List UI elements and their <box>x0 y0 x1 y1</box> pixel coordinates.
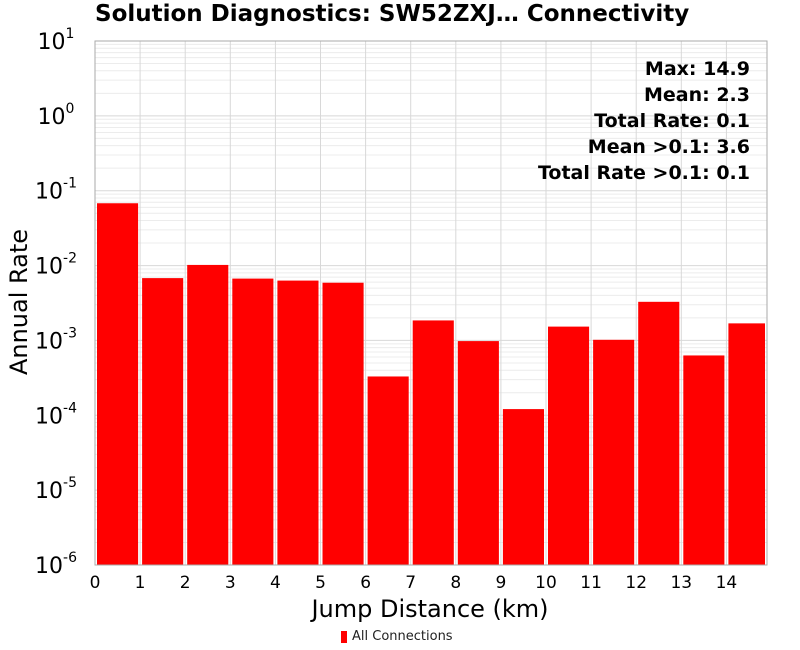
bar <box>142 278 184 565</box>
x-tick-label: 1 <box>135 573 146 593</box>
x-axis-label: Jump Distance (km) <box>309 595 548 623</box>
stat-annotation: Mean: 2.3 <box>644 84 750 106</box>
y-tick-label: 100 <box>38 101 75 130</box>
x-tick-label: 5 <box>315 573 326 593</box>
y-tick-label: 10-1 <box>35 176 77 205</box>
x-tick-label: 3 <box>225 573 236 593</box>
bar <box>683 355 725 565</box>
x-tick-label: 10 <box>535 573 557 593</box>
bar <box>728 323 765 565</box>
bar <box>322 282 364 565</box>
y-tick-label: 10-3 <box>35 325 77 354</box>
y-tick-label: 10-6 <box>35 550 77 579</box>
legend-swatch <box>341 630 347 643</box>
y-tick-label: 10-2 <box>35 251 77 280</box>
x-tick-label: 12 <box>625 573 647 593</box>
x-tick-label: 4 <box>270 573 281 593</box>
bar <box>97 203 139 565</box>
bar <box>367 376 409 565</box>
legend-label: All Connections <box>352 629 453 644</box>
y-axis-ticks: 10-6 10-5 10-4 10-3 10-2 10-1 100 101 <box>35 26 77 579</box>
x-tick-label: 6 <box>360 573 371 593</box>
chart-title: Solution Diagnostics: SW52ZXJ… Connectiv… <box>95 1 690 27</box>
stat-annotation: Mean >0.1: 3.6 <box>588 136 750 158</box>
x-tick-label: 9 <box>495 573 506 593</box>
x-tick-label: 2 <box>180 573 191 593</box>
bar <box>548 326 590 565</box>
stat-annotation: Max: 14.9 <box>645 58 750 80</box>
x-tick-label: 13 <box>670 573 692 593</box>
stats-annotations: Max: 14.9 Mean: 2.3 Total Rate: 0.1 Mean >0… <box>538 58 750 184</box>
stat-annotation: Total Rate >0.1: 0.1 <box>538 162 750 184</box>
bar <box>457 341 499 565</box>
bar <box>232 278 274 565</box>
bar <box>412 320 454 565</box>
x-tick-label: 0 <box>90 573 101 593</box>
bar <box>638 301 680 565</box>
y-tick-label: 10-5 <box>35 475 77 504</box>
x-tick-label: 11 <box>580 573 602 593</box>
x-tick-label: 8 <box>450 573 461 593</box>
bar <box>277 280 319 565</box>
x-tick-label: 7 <box>405 573 416 593</box>
bar <box>187 264 229 565</box>
y-tick-label: 101 <box>38 26 75 55</box>
stat-annotation: Total Rate: 0.1 <box>594 110 750 132</box>
legend: All Connections <box>341 629 453 644</box>
bar <box>593 339 635 565</box>
x-axis-ticks: 0 1 2 3 4 5 6 7 8 9 10 11 12 13 14 <box>90 573 738 593</box>
bar <box>502 409 545 565</box>
y-axis-label: Annual Rate <box>5 229 33 375</box>
bars <box>97 203 765 565</box>
plot-area <box>94 40 768 566</box>
y-tick-label: 10-4 <box>35 400 77 429</box>
x-tick-label: 14 <box>716 573 738 593</box>
